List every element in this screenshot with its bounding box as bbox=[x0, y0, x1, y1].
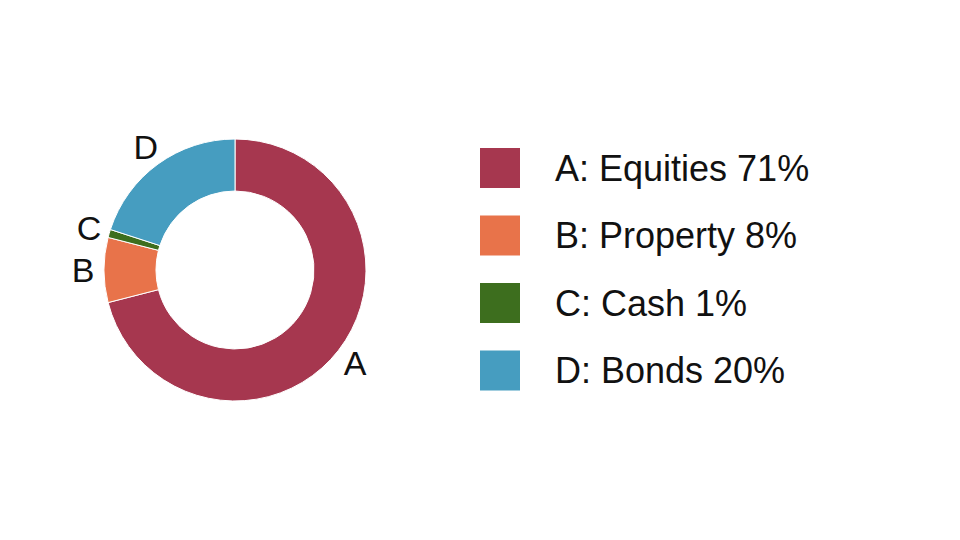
legend-item: A: Equities 71% bbox=[480, 148, 809, 189]
legend-swatch bbox=[480, 351, 520, 391]
slice-labels: A BC D bbox=[72, 128, 367, 382]
legend-label: B: Property 8% bbox=[555, 215, 797, 256]
legend-swatch bbox=[480, 216, 520, 256]
slice bbox=[110, 139, 235, 246]
legend-label: C: Cash 1% bbox=[555, 283, 747, 324]
legend-item: C: Cash 1% bbox=[480, 283, 747, 324]
slice-label: C bbox=[77, 209, 102, 247]
slice-label: A bbox=[344, 344, 367, 382]
slice-label: B bbox=[72, 251, 95, 289]
slice-label: D bbox=[133, 128, 158, 166]
legend-item: B: Property 8% bbox=[480, 215, 797, 256]
chart: A BC D A: Equities 71% B: Property 8% C: Cash… bbox=[0, 0, 960, 540]
legend-item: D: Bonds 20% bbox=[480, 350, 785, 391]
pie bbox=[104, 139, 366, 401]
legend-swatch bbox=[480, 148, 520, 188]
legend-label: D: Bonds 20% bbox=[555, 350, 785, 391]
legend: A: Equities 71% B: Property 8% C: Cash 1% D… bbox=[480, 148, 809, 392]
legend-swatch bbox=[480, 283, 520, 323]
legend-label: A: Equities 71% bbox=[555, 148, 809, 189]
